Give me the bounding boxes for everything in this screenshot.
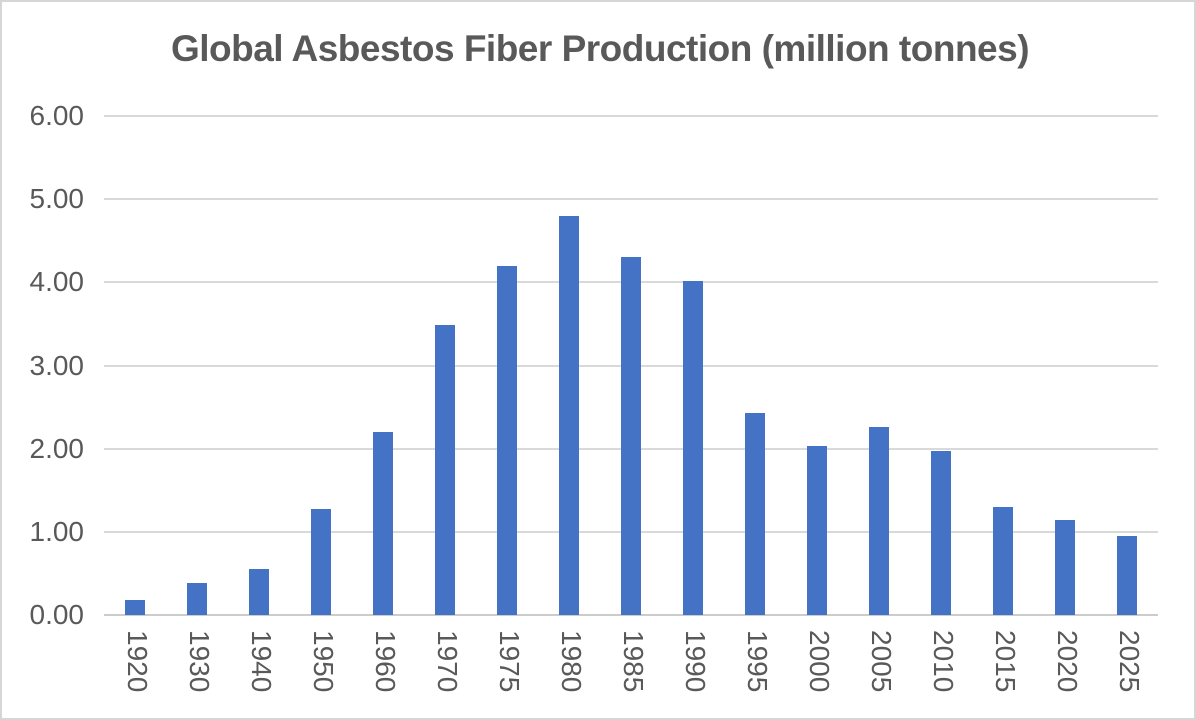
x-tick-label: 1980: [556, 630, 587, 693]
y-tick-label: 5.00: [29, 183, 85, 215]
bar-1970: [435, 324, 455, 615]
bar-1980: [559, 215, 579, 615]
bar-1940: [249, 569, 269, 615]
x-tick-label: 1950: [308, 630, 339, 693]
x-tick-label: 1960: [370, 630, 401, 693]
x-tick-label: 1975: [494, 630, 525, 693]
x-tick-label: 1930: [184, 630, 215, 693]
x-tick-label: 2000: [804, 630, 835, 693]
chart-title: Global Asbestos Fiber Production (millio…: [170, 28, 1030, 69]
bar-1975: [497, 265, 517, 615]
x-tick-label: 1920: [122, 630, 153, 693]
bar-2010: [931, 451, 951, 615]
bar-1995: [745, 412, 765, 615]
bar-1960: [373, 432, 393, 615]
y-tick-label: 2.00: [29, 432, 85, 464]
bar-2005: [869, 427, 889, 615]
x-tick-label: 2015: [990, 630, 1021, 693]
x-tick-label: 1940: [246, 630, 277, 693]
y-tick-label: 6.00: [29, 100, 85, 131]
bar-1930: [187, 583, 207, 615]
bar-2020: [1055, 520, 1075, 615]
bar-1985: [621, 256, 641, 615]
bar-1950: [311, 508, 331, 615]
bar-2025: [1117, 535, 1137, 615]
bar-2000: [807, 446, 827, 615]
x-tick-label: 2010: [928, 630, 959, 693]
gridline: [104, 115, 1158, 117]
x-tick-label: 1970: [432, 630, 463, 693]
x-axis-line: [104, 614, 1158, 616]
bar-2015: [993, 506, 1013, 615]
y-tick-label: 4.00: [29, 266, 85, 298]
x-tick-label: 2020: [1052, 630, 1083, 693]
x-tick-label: 2025: [1114, 630, 1145, 693]
x-tick-label: 1985: [618, 630, 649, 693]
bar-1990: [683, 280, 703, 615]
x-tick-label: 1990: [680, 630, 711, 693]
x-tick-label: 2005: [866, 630, 897, 693]
x-tick-label: 1995: [742, 630, 773, 693]
y-tick-label: 1.00: [29, 515, 85, 547]
gridline: [104, 198, 1158, 201]
y-tick-label: 3.00: [29, 349, 85, 381]
bar-1920: [125, 600, 145, 615]
y-tick-label: 0.00: [29, 599, 85, 630]
